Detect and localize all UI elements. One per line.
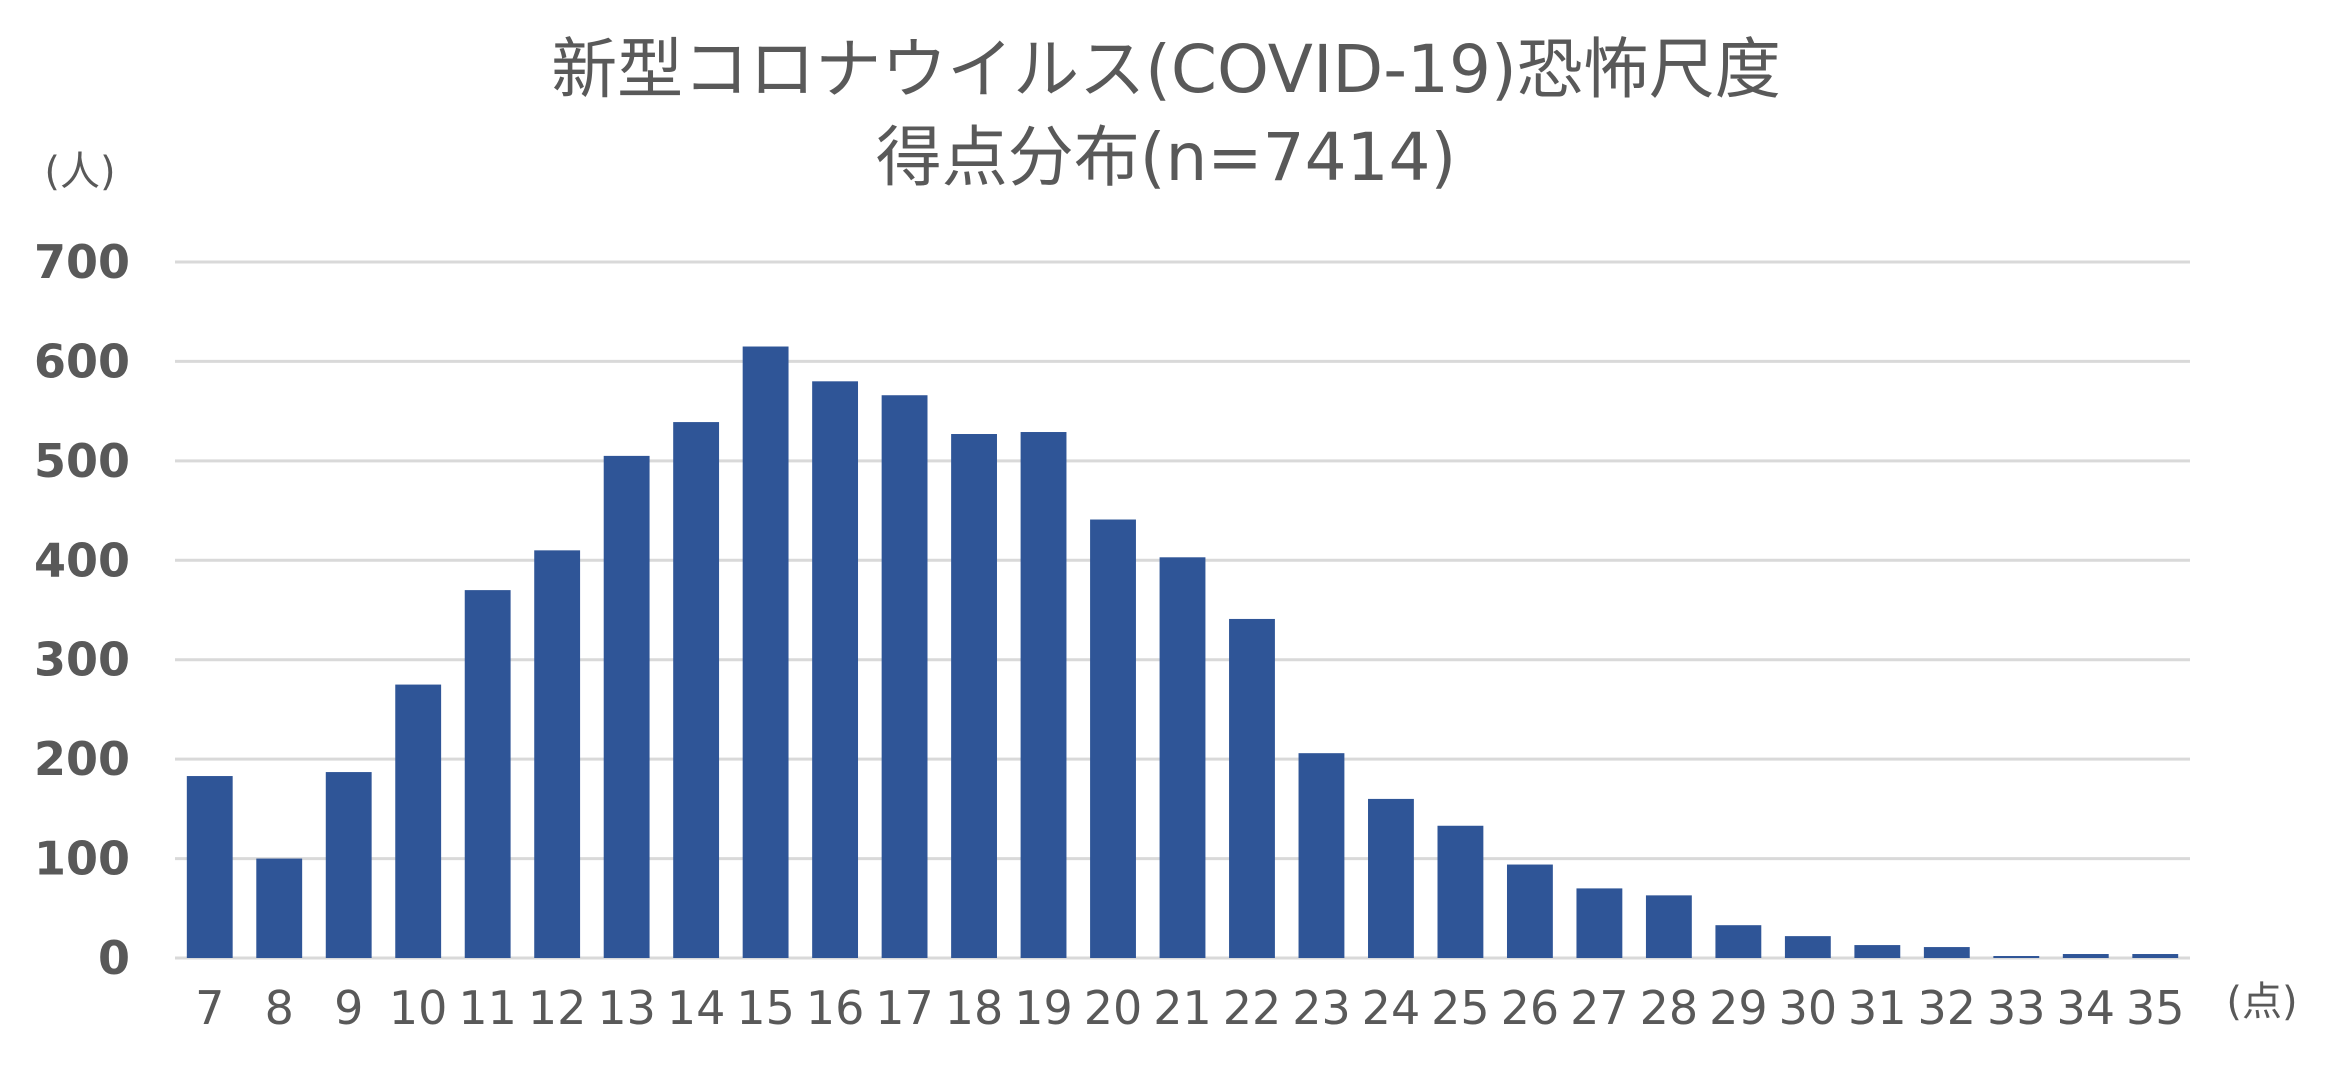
bar — [325, 772, 372, 958]
bar — [1506, 864, 1553, 958]
y-tick-label: 300 — [34, 633, 130, 687]
x-tick-label: 12 — [528, 981, 587, 1035]
x-tick-label: 28 — [1640, 981, 1699, 1035]
x-tick-label: 15 — [736, 981, 795, 1035]
x-tick-label: 24 — [1362, 981, 1421, 1035]
x-tick-label: 26 — [1501, 981, 1560, 1035]
bars — [186, 346, 2179, 959]
chart-title-line-1: 新型コロナウイルス(COVID-19)恐怖尺度 — [551, 31, 1781, 108]
y-tick-label: 500 — [34, 434, 130, 488]
x-tick-label: 25 — [1431, 981, 1490, 1035]
bar — [256, 858, 303, 958]
bar — [1298, 753, 1345, 958]
bar — [464, 590, 511, 958]
y-tick-label: 100 — [34, 832, 130, 886]
bar — [1159, 557, 1206, 958]
x-tick-label: 14 — [667, 981, 726, 1035]
x-tick-label: 22 — [1223, 981, 1282, 1035]
x-tick-label: 17 — [875, 981, 934, 1035]
bar — [1784, 936, 1831, 958]
bar — [673, 422, 720, 959]
x-axis-ticks: 7 8 9 10 11 12 13 14 15 16 17 18 19 20 21 22 23 24 25 26 27 2… — [195, 981, 2184, 1035]
bar — [1368, 798, 1414, 958]
bar — [2132, 954, 2179, 958]
bar — [1576, 888, 1623, 958]
x-tick-label: 33 — [1987, 981, 2046, 1035]
bar — [1923, 947, 1970, 958]
x-tick-label: 20 — [1084, 981, 1143, 1035]
bar — [812, 381, 859, 958]
bar — [1020, 432, 1067, 959]
bar — [742, 346, 789, 958]
bar — [1645, 895, 1692, 958]
y-tick-label: 700 — [34, 235, 130, 289]
x-axis-unit-label: (点) — [2226, 979, 2297, 1025]
y-tick-label: 200 — [34, 732, 130, 786]
chart-title-line-2: 得点分布(n=7414) — [876, 119, 1457, 196]
x-tick-label: 29 — [1709, 981, 1768, 1035]
x-tick-label: 7 — [195, 981, 224, 1035]
x-tick-label: 18 — [945, 981, 1004, 1035]
x-tick-label: 21 — [1153, 981, 1212, 1035]
x-tick-label: 9 — [334, 981, 363, 1035]
bar — [395, 684, 442, 958]
y-tick-label: 0 — [98, 931, 130, 985]
x-tick-label: 8 — [265, 981, 294, 1035]
x-tick-label: 16 — [806, 981, 865, 1035]
bar — [881, 395, 928, 959]
bar — [951, 434, 997, 958]
bar — [186, 776, 233, 958]
x-tick-label: 27 — [1570, 981, 1629, 1035]
x-tick-label: 13 — [597, 981, 656, 1035]
bar — [1854, 945, 1901, 958]
bar — [1715, 925, 1762, 958]
bar — [1090, 519, 1136, 958]
y-axis-ticks: 0 100 200 300 400 500 600 700 — [34, 235, 130, 985]
x-tick-label: 11 — [458, 981, 517, 1035]
x-tick-label: 19 — [1014, 981, 1073, 1035]
x-tick-label: 10 — [389, 981, 448, 1035]
x-tick-label: 35 — [2126, 981, 2185, 1035]
y-axis-unit-label: (人) — [44, 149, 115, 195]
x-tick-label: 30 — [1779, 981, 1838, 1035]
y-tick-label: 600 — [34, 334, 130, 388]
bar — [1229, 618, 1275, 958]
x-tick-label: 23 — [1292, 981, 1351, 1035]
bar — [1437, 825, 1484, 958]
x-tick-label: 34 — [2057, 981, 2116, 1035]
bar — [1993, 956, 2040, 958]
x-tick-label: 31 — [1848, 981, 1907, 1035]
x-tick-label: 32 — [1918, 981, 1977, 1035]
bar — [534, 550, 581, 958]
y-tick-label: 400 — [34, 533, 130, 587]
bar — [603, 455, 650, 958]
bar — [2062, 954, 2109, 958]
